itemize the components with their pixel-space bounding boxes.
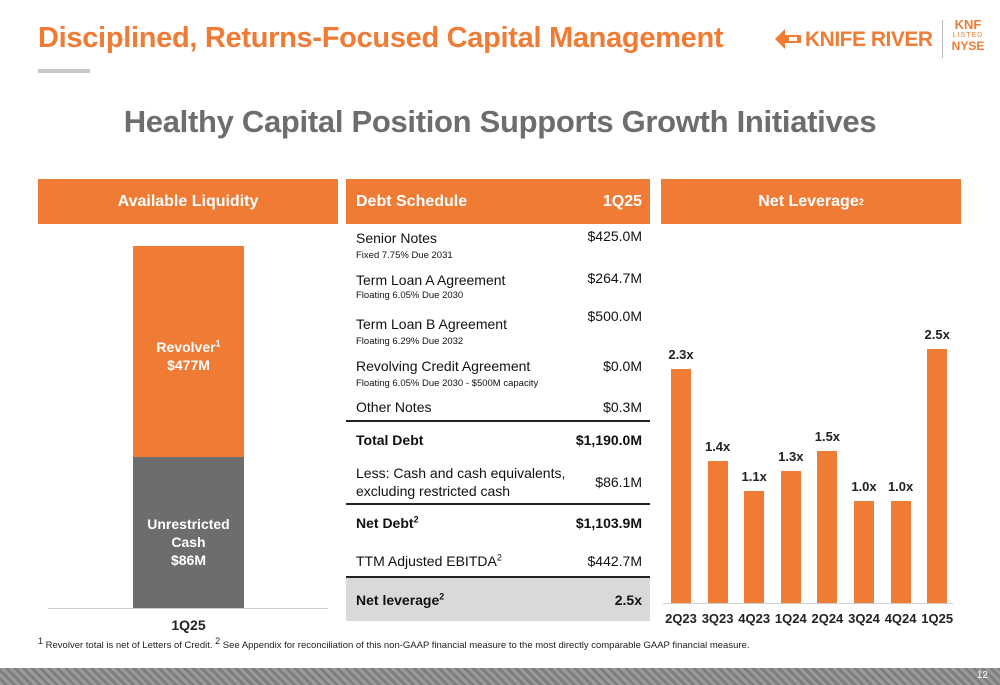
cash-bar-segment: Unrestricted Cash $86M (133, 457, 244, 608)
leverage-data-label: 1.3x (778, 448, 804, 464)
footnote-ref: 2 (413, 514, 419, 525)
row-label: Net leverage (356, 592, 440, 608)
leverage-x-tick-label: 4Q23 (738, 611, 771, 626)
footnote: 1 Revolver total is net of Letters of Cr… (38, 636, 750, 651)
leverage-x-tick-label: 2Q24 (811, 611, 844, 626)
row-value: $500.0M (587, 308, 642, 324)
row-label: Senior Notes (356, 230, 437, 246)
row-value: $1,103.9M (575, 515, 642, 531)
footnote-text-2: See Appendix for reconciliation of this … (220, 640, 750, 651)
liquidity-axis-line (48, 608, 328, 609)
net-leverage-row-shading (346, 578, 650, 621)
row-label: Revolving Credit Agreement (356, 358, 531, 374)
leverage-bar (671, 369, 691, 603)
row-sublabel: Floating 6.29% Due 2032 (356, 336, 464, 347)
leverage-bar (854, 501, 874, 603)
leverage-data-label: 1.4x (704, 438, 731, 454)
leverage-axis-line (663, 603, 953, 604)
leverage-x-tick-label: 1Q25 (921, 611, 954, 626)
logo-wordmark: KNIFE RIVER (805, 28, 933, 51)
listed-label: LISTED (952, 32, 984, 39)
leverage-x-tick-label: 3Q23 (701, 611, 734, 626)
footnote-ref: 2 (215, 635, 221, 646)
row-sublabel: Fixed 7.75% Due 2031 (356, 250, 453, 261)
ticker-symbol: KNF (954, 17, 982, 32)
row-value: $1,190.0M (575, 432, 642, 448)
row-value: 2.5x (614, 592, 642, 608)
leverage-data-label: 2.5x (924, 327, 950, 342)
knife-river-logo-icon (775, 29, 801, 49)
leverage-x-tick-label: 4Q24 (884, 611, 917, 626)
revolver-bar-segment: Revolver1 $477M (133, 246, 244, 457)
leverage-bar (780, 470, 801, 603)
table-rule (346, 503, 650, 505)
leverage-bar (890, 501, 911, 603)
footnote-ref: 1 (38, 635, 44, 646)
row-label: TTM Adjusted EBITDA (356, 553, 497, 569)
footnote-ref: 2 (496, 552, 502, 563)
cash-label: Unrestricted Cash (147, 516, 230, 550)
leverage-x-tick-label: 2Q23 (665, 611, 697, 626)
slide-subtitle: Healthy Capital Position Supports Growth… (123, 104, 877, 139)
title-underline (38, 69, 90, 73)
row-value: $425.0M (587, 228, 642, 244)
row-label-wrap: TTM Adjusted EBITDA2 (356, 553, 502, 569)
leverage-bar (707, 460, 728, 603)
table-rule (346, 576, 650, 578)
row-label-line1: Less: Cash and cash equivalents, (356, 465, 566, 481)
net-leverage-chart: 2.3x 2Q23 1.4x 3Q23 1.1x 4Q23 1.3x 1Q24 1.5x 2Q24… (661, 230, 961, 630)
row-sublabel: Floating 6.05% Due 2030 (356, 290, 464, 301)
revolver-value: $477M (167, 357, 210, 373)
leverage-bar (817, 450, 838, 603)
slide-title: Disciplined, Returns-Focused Capital Man… (38, 22, 724, 54)
net-leverage-title: Net Leverage (758, 192, 859, 210)
leverage-x-tick-label: 3Q24 (848, 611, 880, 626)
leverage-data-label: 1.0x (851, 479, 877, 495)
exchange-name: NYSE (951, 39, 985, 53)
net-leverage-header: Net Leverage 2 (661, 179, 961, 224)
row-label-line2: excluding restricted cash (356, 483, 511, 499)
page-number: 12 (976, 670, 988, 681)
row-value: $0.0M (603, 358, 642, 374)
row-label: Term Loan A Agreement (356, 272, 506, 288)
leverage-data-label: 1.1x (741, 469, 767, 485)
leverage-data-label: 1.0x (887, 479, 914, 495)
row-value: $0.3M (603, 399, 642, 415)
footnote-text-1: Revolver total is net of Letters of Cred… (43, 640, 216, 651)
row-value: $264.7M (587, 270, 642, 286)
debt-schedule-title: Debt Schedule (356, 192, 468, 210)
row-label: Net Debt (356, 515, 414, 531)
revolver-label: Revolver (156, 339, 216, 355)
logo-divider (942, 20, 943, 58)
cash-value: $86M (170, 552, 207, 568)
row-label-wrap: Net leverage2 (356, 592, 444, 608)
liquidity-header: Available Liquidity (38, 179, 338, 224)
row-sublabel: Floating 6.05% Due 2030 - $500M capacity (356, 378, 539, 389)
leverage-bar (744, 491, 765, 603)
leverage-data-label: 1.5x (814, 428, 841, 444)
cash-label-block: Unrestricted Cash $86M (133, 515, 244, 569)
leverage-x-tick-label: 1Q24 (774, 611, 807, 626)
table-rule (346, 420, 650, 422)
row-label: Other Notes (356, 399, 432, 415)
row-label: Term Loan B Agreement (356, 316, 507, 332)
row-label: Total Debt (356, 432, 424, 448)
company-logo: KNIFE RIVER KNF LISTED NYSE (775, 18, 985, 60)
debt-schedule-period: 1Q25 (602, 192, 642, 210)
debt-schedule-header: Debt Schedule 1Q25 (346, 179, 650, 224)
revolver-footnote-ref: 1 (215, 338, 221, 349)
leverage-data-label: 2.3x (668, 347, 694, 363)
footer-band (0, 668, 1000, 685)
leverage-bar (927, 349, 948, 603)
row-label-wrap: Net Debt2 (356, 515, 419, 531)
nyse-listing-badge: KNF LISTED NYSE (951, 18, 985, 53)
footnote-ref: 2 (439, 591, 445, 602)
liquidity-x-label: 1Q25 (171, 617, 206, 633)
row-value: $442.7M (587, 553, 642, 569)
row-value: $86.1M (595, 474, 642, 490)
revolver-label-block: Revolver1 $477M (133, 338, 244, 374)
